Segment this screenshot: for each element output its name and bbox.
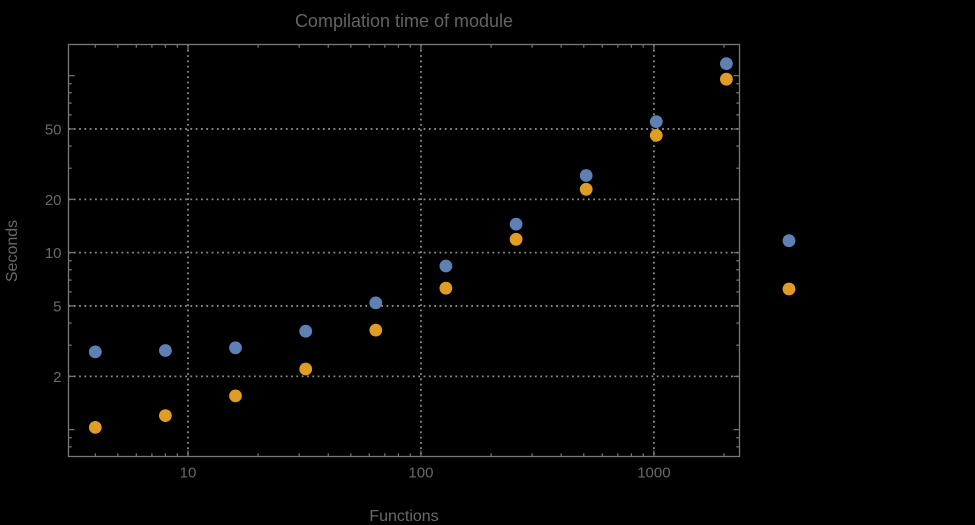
y-tick-label-2: 2 (53, 369, 61, 386)
data-point-series-2-orange-32 (299, 362, 313, 376)
data-points (88, 57, 733, 434)
data-point-series-1-blue-32 (299, 324, 313, 338)
y-axis-label: Seconds (4, 220, 21, 282)
data-point-series-1-blue-1024 (649, 115, 663, 128)
data-point-series-2-orange-16 (229, 389, 242, 403)
x-tick-label-1000: 1000 (637, 465, 670, 482)
data-point-series-2-orange-256 (509, 232, 523, 246)
axis-ticks (68, 44, 740, 457)
data-point-series-1-blue-256 (509, 217, 523, 231)
data-point-series-1-blue-8 (159, 344, 172, 357)
data-point-series-2-orange-4 (88, 421, 102, 434)
data-point-series-1-blue-128 (439, 259, 453, 273)
data-point-series-2-orange-8 (159, 409, 172, 422)
data-point-series-2-orange-512 (579, 182, 593, 196)
y-tick-label-5: 5 (53, 298, 61, 315)
y-tick-label-10: 10 (45, 245, 62, 262)
y-tick-label-20: 20 (45, 192, 62, 209)
x-tick-label-10: 10 (180, 465, 197, 482)
data-point-series-1-blue-512 (579, 169, 593, 182)
legend (782, 234, 796, 296)
data-point-series-1-blue-64 (369, 296, 383, 310)
tick-labels: 10 100 1000 2 5 10 20 50 (45, 121, 671, 481)
legend-marker-series-1-blue (782, 234, 796, 248)
plot-frame (67, 43, 741, 458)
chart-title: Compilation time of module (295, 11, 513, 31)
data-point-series-2-orange-64 (369, 323, 383, 337)
y-tick-label-50: 50 (45, 121, 62, 138)
x-axis-label: Functions (369, 508, 438, 525)
data-point-series-2-orange-128 (439, 281, 453, 295)
data-point-series-1-blue-4 (88, 345, 102, 359)
data-point-series-1-blue-2048 (720, 57, 733, 70)
x-tick-label-100: 100 (408, 465, 433, 482)
data-point-series-2-orange-1024 (649, 129, 663, 142)
data-point-series-2-orange-2048 (720, 72, 733, 86)
gridlines (68, 44, 740, 457)
data-point-series-1-blue-16 (229, 341, 242, 355)
series-1-blue (88, 57, 733, 359)
series-2-orange (88, 72, 733, 434)
legend-marker-series-2-orange (782, 282, 796, 296)
